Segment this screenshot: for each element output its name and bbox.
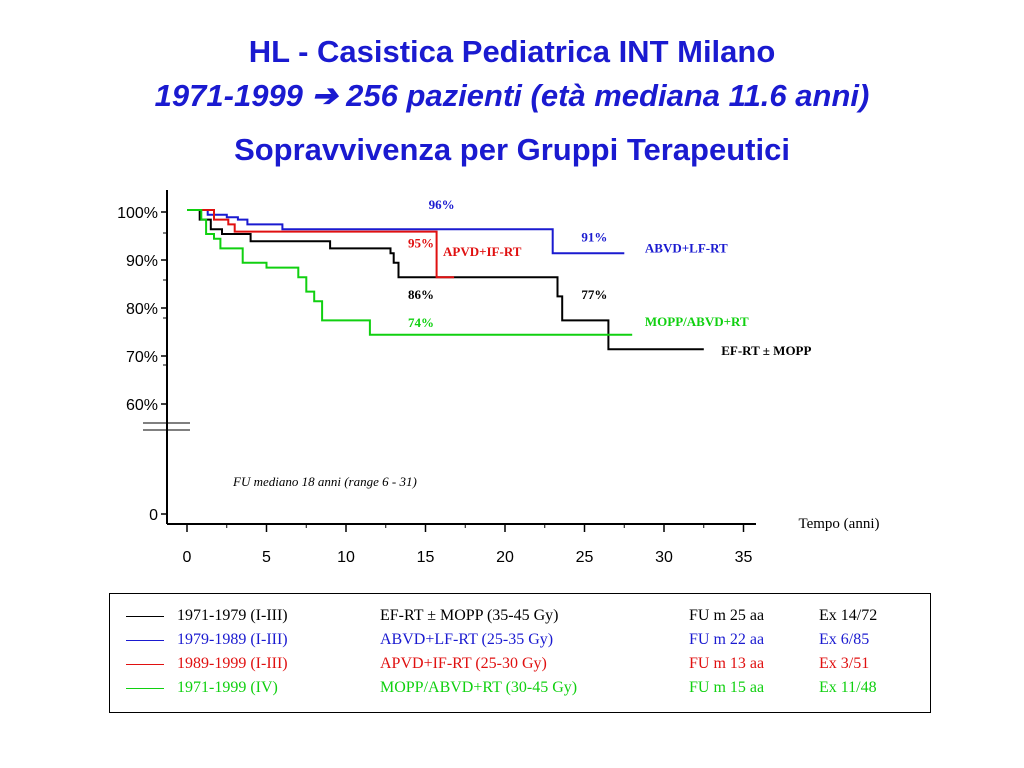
data-label: MOPP/ABVD+RT <box>645 314 749 329</box>
legend-ex: Ex 14/72 <box>819 607 878 624</box>
series-line <box>187 209 455 279</box>
data-label: 91% <box>581 230 607 245</box>
legend-fu: FU m 13 aa <box>689 655 765 672</box>
x-tick-label: 10 <box>337 549 355 566</box>
legend-fu: FU m 15 aa <box>689 679 765 696</box>
title-line-2: 1971-1999 ➔ 256 pazienti (età mediana 11… <box>0 76 1024 116</box>
x-tick-label: 15 <box>417 549 435 566</box>
legend-period: 1979-1989 (I-III) <box>177 631 288 648</box>
data-label: EF-RT ± MOPP <box>721 343 811 358</box>
legend-treatment: ABVD+LF-RT (25-35 Gy) <box>380 631 554 648</box>
x-tick-label: 30 <box>655 549 673 566</box>
y-tick-label: 80% <box>126 301 158 318</box>
chart-labels: 96% 91% 95% APVD+IF-RT ABVD+LF-RT 86% 77% 74% MO… <box>408 197 811 358</box>
data-label: 96% <box>429 197 455 212</box>
legend-swatch <box>126 688 164 689</box>
legend-fu: FU m 22 aa <box>689 631 765 648</box>
legend-ex: Ex 3/51 <box>819 655 870 672</box>
title-line-1: HL - Casistica Pediatrica INT Milano <box>248 34 776 69</box>
series-line <box>187 209 704 351</box>
legend-fu: FU m 25 aa <box>689 607 765 624</box>
chart-axes: 0 60% 70% 80% 90% 100% 0 5 10 15 20 25 30 35 Tempo (an… <box>117 190 880 566</box>
x-tick-label: 5 <box>262 549 271 566</box>
y-tick-label: 70% <box>126 349 158 366</box>
fu-annotation: FU mediano 18 anni (range 6 - 31) <box>232 474 417 489</box>
title-line-3: Sopravvivenza per Gruppi Terapeutici <box>234 132 790 167</box>
data-label: 77% <box>581 287 607 302</box>
data-label: ABVD+LF-RT <box>645 241 728 256</box>
series-line <box>187 209 633 336</box>
legend-swatch <box>126 616 164 617</box>
x-tick-label: 25 <box>576 549 594 566</box>
data-label: 74% <box>408 315 434 330</box>
y-tick-label: 0 <box>149 507 158 524</box>
legend-treatment: EF-RT ± MOPP (35-45 Gy) <box>380 607 559 624</box>
legend-period: 1971-1979 (I-III) <box>177 607 288 624</box>
legend-treatment: APVD+IF-RT (25-30 Gy) <box>380 655 547 672</box>
y-tick-label: 100% <box>117 205 158 222</box>
legend-ex: Ex 6/85 <box>819 631 870 648</box>
x-tick-label: 20 <box>496 549 514 566</box>
title-years: 1971-1999 <box>154 78 303 113</box>
series-line <box>187 209 625 255</box>
legend-treatment: MOPP/ABVD+RT (30-45 Gy) <box>380 679 578 696</box>
title-patients: 256 pazienti (età mediana 11.6 anni) <box>346 78 870 113</box>
legend-box: 1971-1979 (I-III) EF-RT ± MOPP (35-45 Gy… <box>109 593 931 713</box>
legend-swatch <box>126 640 164 641</box>
x-tick-label: 35 <box>735 549 753 566</box>
legend-period: 1971-1999 (IV) <box>177 679 278 696</box>
arrow-right-icon: ➔ <box>311 78 338 113</box>
legend-ex: Ex 11/48 <box>819 679 877 696</box>
y-tick-label: 60% <box>126 397 158 414</box>
legend-swatch <box>126 664 164 665</box>
legend-period: 1989-1999 (I-III) <box>177 655 288 672</box>
chart-series <box>187 209 704 351</box>
x-axis-label: Tempo (anni) <box>798 516 879 532</box>
data-label: 86% <box>408 287 434 302</box>
data-label: 95% <box>408 235 434 250</box>
x-tick-label: 0 <box>183 549 192 566</box>
survival-chart: 0 60% 70% 80% 90% 100% 0 5 10 15 20 25 30 35 Tempo (an… <box>117 190 880 566</box>
y-tick-label: 90% <box>126 253 158 270</box>
data-label: APVD+IF-RT <box>443 244 522 259</box>
